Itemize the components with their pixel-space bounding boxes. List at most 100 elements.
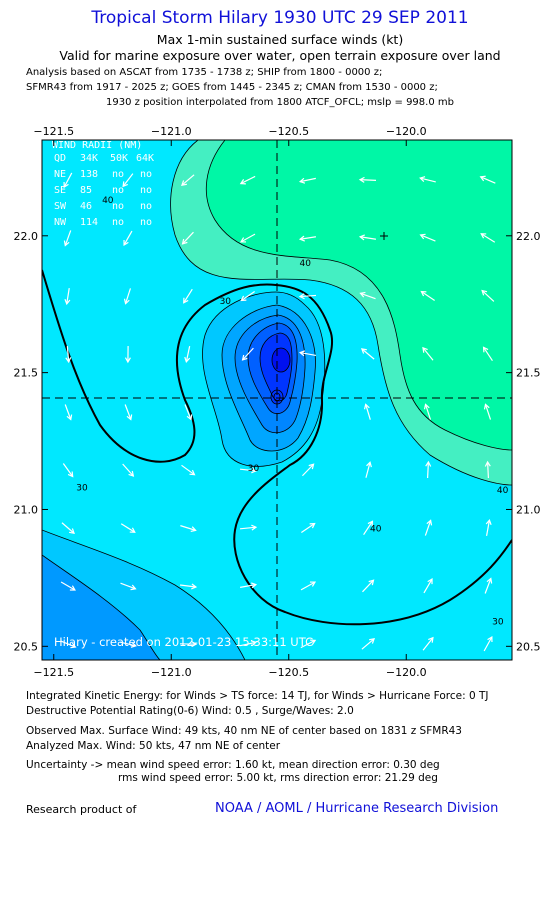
wind-vector — [419, 176, 436, 183]
center-crosshair — [42, 140, 512, 660]
wind-vector — [419, 233, 436, 242]
wind-vector — [63, 172, 73, 189]
fill-outer-ne — [206, 140, 512, 450]
wind-vector — [483, 635, 493, 652]
wind-vector — [123, 230, 133, 247]
contour-label: 40 — [497, 486, 509, 496]
wind-vector — [241, 347, 254, 361]
wind-vector — [298, 350, 316, 357]
uncertainty-line-2: rms wind speed error: 5.00 kt, rms direc… — [118, 772, 438, 784]
wind-vector — [298, 293, 317, 300]
wind-radii-64k: no — [140, 185, 152, 196]
wind-radii-col-qd: QD — [54, 153, 66, 164]
wind-vector — [423, 578, 433, 594]
wind-radii-col-64k: 64K — [136, 153, 154, 164]
wind-vector — [484, 460, 491, 479]
chart-subtitle: Max 1-min sustained surface winds (kt) — [156, 32, 404, 47]
y-tick-label-right: 22.0 — [516, 230, 541, 243]
wind-vector — [122, 463, 135, 477]
y-tick-label: 20.5 — [14, 640, 39, 653]
x-tick-label: −121.5 — [33, 666, 74, 679]
destructive-potential-line: Destructive Potential Rating(0-6) Wind: … — [26, 705, 354, 717]
wind-radii-col-34k: 34K — [80, 153, 98, 164]
contour-label: 40 — [102, 196, 114, 206]
wind-vectors — [60, 172, 496, 652]
wind-vector — [184, 404, 193, 421]
wind-vector — [240, 291, 255, 302]
wind-vector — [483, 403, 492, 420]
wind-vector — [422, 346, 434, 361]
analysis-sources-line1: Analysis based on ASCAT from 1735 - 1738… — [26, 67, 383, 78]
wind-vector — [484, 577, 493, 594]
wind-vector — [300, 639, 317, 649]
wind-vector — [180, 525, 197, 533]
research-product-label: Research product of — [26, 803, 137, 816]
wind-vector — [120, 523, 136, 533]
wind-radii-34k: 138 — [80, 169, 98, 180]
wind-vector — [482, 346, 493, 361]
wind-vector — [360, 348, 375, 360]
contour-sw-25 — [42, 554, 161, 660]
contour-label: 40 — [299, 259, 311, 269]
wind-radii-34k: 46 — [80, 201, 92, 212]
analysis-sources-line2: SFMR43 from 1917 - 2025 z; GOES from 144… — [26, 82, 438, 93]
wind-radii-34k: 114 — [80, 217, 98, 228]
contour-sw-30 — [42, 529, 246, 660]
wind-vector — [63, 230, 72, 247]
contour-label: 30 — [248, 464, 260, 474]
wind-radii-64k: no — [140, 217, 152, 228]
wind-vector — [365, 461, 372, 478]
wind-vector — [60, 581, 76, 591]
wind-vector — [420, 290, 435, 301]
wind-vector — [179, 641, 198, 648]
wind-radii-qd: SW — [54, 201, 67, 212]
wind-vector — [240, 582, 258, 589]
contour-inner-25 — [221, 304, 316, 452]
wind-vector — [240, 640, 257, 647]
wind-radii-table: WIND RADII (NM) QD 34K 50K 64K NE 138 no… — [52, 140, 154, 228]
wind-radii-64k: no — [140, 201, 152, 212]
axis-ticks: −121.5 −121.5 −121.0 −121.0 −120.5 −120.5 −120… — [14, 125, 541, 679]
wind-vector — [361, 638, 376, 650]
wind-vector — [179, 583, 198, 590]
observed-max-wind-line: Observed Max. Surface Wind: 49 kts, 40 n… — [26, 725, 462, 737]
y-tick-label-right: 21.0 — [516, 503, 541, 516]
wind-radii-50k: no — [112, 217, 124, 228]
wind-vector — [183, 288, 193, 304]
wind-vector — [64, 288, 71, 306]
wind-vector — [301, 522, 316, 533]
wind-vector — [479, 175, 496, 184]
wind-vector — [181, 231, 194, 245]
analyzed-max-wind-line: Analyzed Max. Wind: 50 kts, 47 nm NE of … — [26, 740, 281, 752]
chart-subtitle-exposure: Valid for marine exposure over water, op… — [59, 48, 501, 63]
wind-vector — [120, 641, 137, 648]
y-tick-label-right: 20.5 — [516, 640, 541, 653]
wind-vector — [422, 636, 434, 651]
wind-field-chart: 40 40 30 30 30 40 40 30 WIND RADII (NM) QD 34K … — [14, 125, 541, 679]
wind-radii-qd: SE — [54, 185, 66, 196]
wind-vector — [124, 345, 131, 364]
wind-radii-qd: NE — [54, 169, 66, 180]
wind-vector — [60, 640, 77, 649]
wind-vector — [363, 520, 374, 536]
wind-vector — [424, 519, 433, 536]
wind-radii-50k: no — [112, 201, 124, 212]
wind-vector — [423, 403, 432, 420]
x-tick-label-top: −121.5 — [33, 125, 74, 138]
contour-lines — [42, 140, 512, 660]
contour-label: 30 — [76, 483, 88, 493]
wind-vector — [425, 460, 432, 479]
wind-vector — [480, 233, 496, 243]
wind-radii-qd: NW — [54, 217, 67, 228]
position-note: 1930 z position interpolated from 1800 A… — [106, 97, 454, 108]
x-tick-label-top: −120.5 — [268, 125, 309, 138]
wind-vector — [359, 291, 376, 300]
wind-vector — [362, 579, 375, 593]
wind-vector — [302, 463, 315, 477]
wind-radii-50k: no — [112, 185, 124, 196]
noaa-aoml-link[interactable]: NOAA / AOML / Hurricane Research Divisio… — [215, 801, 499, 816]
wind-vector — [123, 288, 132, 305]
wind-vector — [358, 176, 377, 183]
wind-radii-boundary — [42, 269, 512, 626]
wind-vector — [64, 404, 73, 421]
